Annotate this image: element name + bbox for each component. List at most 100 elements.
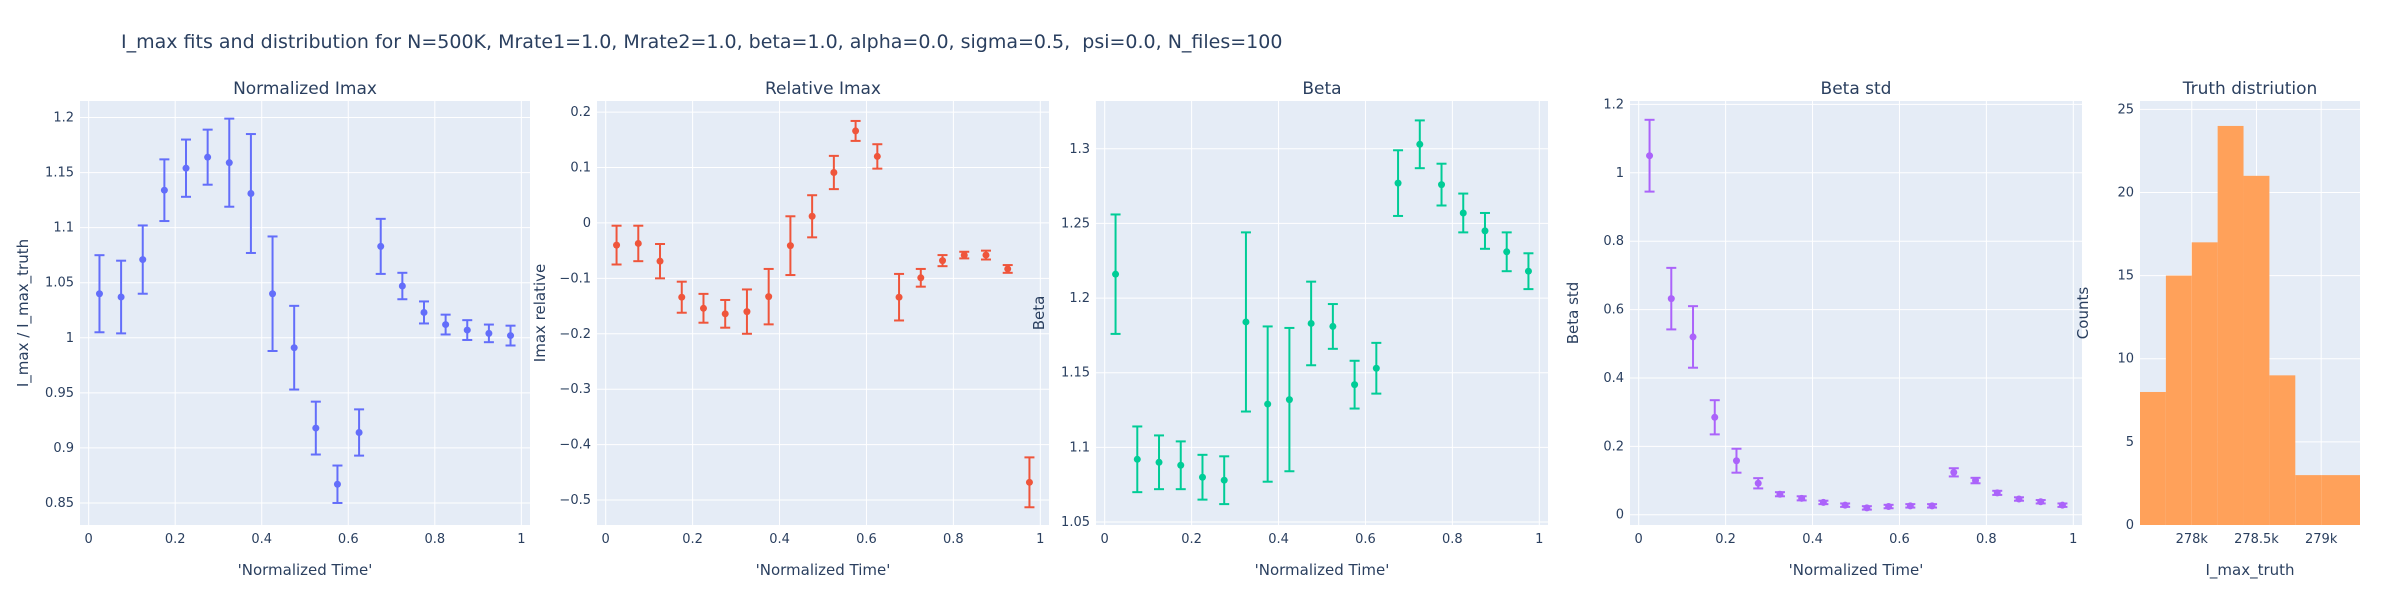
y-tick-label: 1.2	[1069, 291, 1090, 306]
data-point	[765, 293, 773, 301]
x-tick-label: 0	[1635, 532, 1643, 547]
data-point	[743, 308, 751, 316]
y-tick-label: 25	[2117, 102, 2134, 117]
subplot-title: Truth distriution	[2182, 79, 2318, 99]
figure-title: I_max fits and distribution for N=500K, …	[121, 31, 1283, 53]
data-point	[2058, 501, 2066, 509]
data-point	[1841, 501, 1849, 509]
data-point	[507, 332, 515, 340]
y-tick-label: 1.05	[1061, 515, 1090, 530]
data-point	[1112, 270, 1120, 278]
y-tick-label: 0.85	[45, 496, 74, 511]
data-point	[1025, 478, 1033, 486]
data-point	[290, 344, 298, 352]
x-tick-label: 0	[1101, 532, 1109, 547]
y-tick-label: 1	[66, 331, 74, 346]
data-point	[333, 480, 341, 488]
data-point	[1754, 479, 1762, 487]
y-tick-label: 0.8	[1603, 234, 1624, 249]
x-tick-label: 0.8	[1976, 532, 1997, 547]
data-point	[1776, 490, 1784, 498]
data-point	[1004, 265, 1012, 273]
data-point	[808, 212, 816, 220]
data-point	[247, 190, 255, 198]
x-tick-label: 0.6	[1889, 532, 1910, 547]
y-tick-label: 0.1	[570, 161, 591, 176]
y-axis-label: Counts	[2074, 287, 2092, 340]
subplot-4: 0 0.2 0.4 0.6 0.8 1 0 0.2 0.4 0.6 0.8 1 1.2 Beta std '…	[1564, 79, 2082, 579]
plot-area	[80, 101, 530, 525]
x-tick-label: 1	[1036, 532, 1044, 547]
data-point	[1198, 473, 1206, 481]
y-tick-label: 0	[583, 216, 591, 231]
x-tick-label: 0.4	[769, 532, 790, 547]
y-tick-label: 0.4	[1603, 371, 1624, 386]
subplot-5: 278k 278.5k 279k 0 5 10 15 20 25 Truth distriutio…	[2074, 79, 2360, 580]
data-point	[1798, 494, 1806, 502]
y-tick-label: 1.2	[1603, 97, 1624, 112]
data-point	[830, 168, 838, 176]
x-tick-label: 1	[1535, 532, 1543, 547]
histogram-bar	[2269, 375, 2296, 525]
data-point	[960, 251, 968, 259]
data-point	[2037, 498, 2045, 506]
data-point	[1155, 458, 1163, 466]
data-point	[1329, 322, 1337, 330]
y-axis-label: Imax relative	[531, 264, 549, 362]
histogram-bar	[2243, 175, 2270, 525]
x-tick-label: 278k	[2176, 532, 2209, 547]
data-point	[398, 282, 406, 290]
data-point	[1242, 318, 1250, 326]
y-tick-label: 20	[2117, 185, 2134, 200]
histogram-bar	[2295, 475, 2322, 525]
data-point	[1993, 489, 2001, 497]
y-tick-label: 0.2	[1603, 439, 1624, 454]
x-tick-label: 0	[85, 532, 93, 547]
x-tick-label: 0.6	[856, 532, 877, 547]
x-tick-label: 278.5k	[2234, 532, 2279, 547]
data-point	[1438, 181, 1446, 189]
y-tick-label: 1.15	[45, 166, 74, 181]
y-tick-label: 15	[2117, 269, 2134, 284]
data-point	[420, 308, 428, 316]
data-point	[355, 428, 363, 436]
data-point	[1928, 502, 1936, 510]
y-tick-label: 5	[2126, 435, 2134, 450]
x-tick-label: 1	[2069, 532, 2077, 547]
x-tick-label: 0.8	[943, 532, 964, 547]
subplot-title: Beta	[1302, 79, 1341, 99]
data-point	[2015, 495, 2023, 503]
x-tick-label: 0.4	[251, 532, 272, 547]
data-point	[1264, 400, 1272, 408]
x-tick-label: 0.8	[1442, 532, 1463, 547]
x-tick-label: 0.4	[1802, 532, 1823, 547]
data-point	[139, 256, 147, 264]
y-axis-label: Beta	[1030, 296, 1048, 331]
data-point	[225, 159, 233, 167]
data-point	[1819, 498, 1827, 506]
y-tick-label: −0.4	[559, 438, 591, 453]
data-point	[1863, 504, 1871, 512]
y-tick-label: −0.1	[559, 271, 591, 286]
x-tick-label: 0	[602, 532, 610, 547]
histogram-bar	[2165, 275, 2192, 525]
data-point	[1972, 477, 1980, 485]
data-point	[204, 153, 212, 161]
data-point	[377, 242, 385, 250]
y-tick-label: 0.95	[45, 386, 74, 401]
y-tick-label: 1.15	[1061, 366, 1090, 381]
x-tick-label: 1	[517, 532, 525, 547]
y-tick-label: 1.1	[53, 221, 74, 236]
y-tick-label: −0.2	[559, 327, 591, 342]
data-point	[1885, 503, 1893, 511]
y-tick-label: 0.6	[1603, 303, 1624, 318]
subplot-3: 0 0.2 0.4 0.6 0.8 1 1.05 1.1 1.15 1.2 1.25 1.3 Beta '…	[1030, 79, 1548, 579]
x-tick-label: 0.8	[424, 532, 445, 547]
data-point	[182, 164, 190, 172]
data-point	[1372, 364, 1380, 372]
data-point	[1220, 476, 1228, 484]
data-point	[1689, 333, 1697, 341]
data-point	[1177, 461, 1185, 469]
data-point	[852, 127, 860, 135]
